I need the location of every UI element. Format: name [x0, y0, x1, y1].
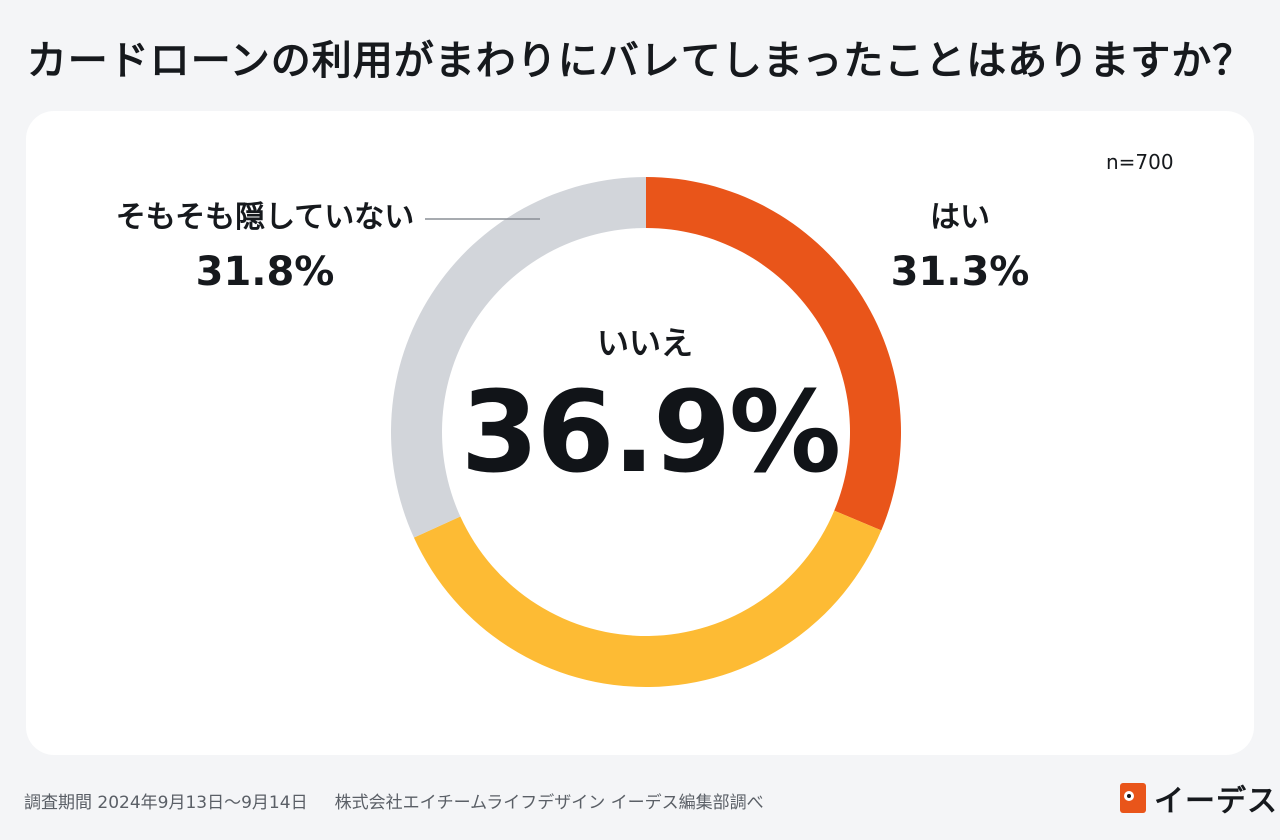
survey-source: 株式会社エイチームライフデザイン イーデス編集部調べ [334, 793, 764, 813]
chart-title: カードローンの利用がまわりにバレてしまったことはありますか？ [26, 38, 1254, 84]
slice-label-yes: はい 31.3% [880, 200, 1040, 298]
slice-label-hidden: そもそも隠していない 31.8% [100, 200, 430, 298]
sample-size-label: n=700 [1106, 150, 1174, 174]
slice-no [413, 510, 882, 688]
logo-mascot-icon [1120, 783, 1146, 813]
slice-name-no: いいえ [596, 324, 693, 362]
slice-yes [646, 177, 901, 531]
slice-value-yes: 31.3% [890, 249, 1030, 295]
slice-name-hidden: そもそも隠していない [115, 200, 415, 235]
footer-note: 調査期間 2024年9月13日〜9月14日 株式会社エイチームライフデザイン イ… [24, 788, 764, 813]
logo-text: イーデス [1154, 784, 1278, 819]
slice-value-no: 36.9% [460, 368, 842, 498]
slice-value-hidden: 31.8% [195, 249, 335, 295]
slice-hidden [390, 176, 646, 538]
slice-name-yes: はい [930, 200, 990, 235]
brand-logo: イーデス [1120, 780, 1278, 819]
survey-period: 調査期間 2024年9月13日〜9月14日 [24, 793, 308, 813]
